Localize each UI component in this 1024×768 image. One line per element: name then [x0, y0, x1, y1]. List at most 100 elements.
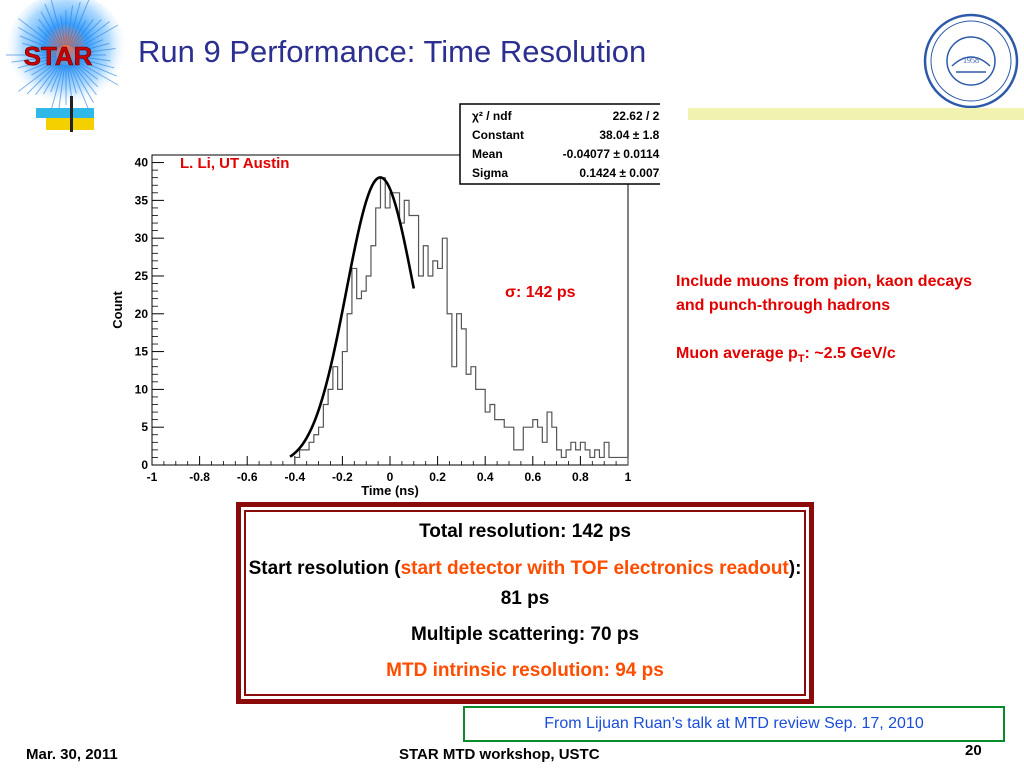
footer-event: STAR MTD workshop, USTC: [399, 746, 600, 763]
y-axis-label: Count: [110, 291, 125, 329]
logo-ray: [75, 57, 115, 69]
university-seal-logo: 1958: [923, 13, 1019, 109]
logo-ray: [26, 49, 57, 55]
stats-label: χ² / ndf: [472, 109, 513, 123]
summary-start-post: ): 81 ps: [500, 558, 802, 609]
page-number: 20: [965, 742, 982, 759]
x-tick-label: -0.8: [189, 470, 210, 484]
y-tick-label: 25: [135, 269, 149, 283]
logo-ray: [17, 57, 57, 69]
logo-ray: [70, 63, 94, 103]
logo-ray: [60, 15, 66, 46]
histogram-series: [294, 177, 629, 465]
logo-ray: [43, 63, 62, 95]
logo-ray: [38, 18, 61, 48]
x-tick-label: -0.2: [332, 470, 353, 484]
x-tick-label: -1: [147, 470, 158, 484]
notes-line-2-post: : ~2.5 GeV/c: [804, 345, 896, 362]
logo-ray: [75, 42, 110, 53]
summary-scattering: Multiple scattering: 70 ps: [410, 624, 640, 645]
logo-ray: [66, 5, 74, 46]
footer-date: Mar. 30, 2011: [26, 746, 118, 763]
author-annotation: L. Li, UT Austin: [180, 155, 289, 172]
logo-ray: [58, 64, 66, 110]
x-tick-label: 0.8: [572, 470, 589, 484]
logo-ray: [74, 24, 119, 51]
summary-start: Start resolution (start detector with TO…: [246, 554, 804, 614]
logo-ray: [75, 58, 118, 77]
x-tick-label: -0.6: [237, 470, 258, 484]
logo-ray: [35, 62, 61, 95]
logo-ray: [50, 0, 64, 46]
y-tick-label: 35: [135, 193, 149, 207]
y-tick-label: 15: [135, 345, 149, 359]
logo-ray: [73, 60, 99, 80]
logo-ray: [70, 20, 87, 47]
title-rule: [688, 108, 1024, 120]
logo-ray: [75, 55, 111, 62]
logo-ray: [18, 60, 59, 92]
x-tick-label: 0: [387, 470, 394, 484]
notes-line-2: Muon average pT: ~2.5 GeV/c: [676, 342, 996, 371]
summary-total: Total resolution: 142 ps: [419, 521, 631, 542]
logo-ray: [71, 18, 94, 48]
x-tick-label: 0.6: [524, 470, 541, 484]
logo-ray: [18, 18, 59, 50]
x-tick-label: -0.4: [284, 470, 305, 484]
logo-ray: [18, 27, 58, 51]
stats-label: Mean: [472, 147, 503, 161]
x-axis-label: Time (ns): [361, 483, 419, 498]
gaussian-fit-curve: [289, 176, 416, 458]
y-tick-label: 30: [135, 231, 149, 245]
source-citation: From Lijuan Ruan’s talk at MTD review Se…: [463, 706, 1005, 742]
logo-ray: [72, 19, 102, 49]
logo-ray: [11, 55, 57, 63]
logo-ray: [66, 64, 73, 100]
logo-ray: [72, 61, 99, 88]
x-tick-label: 1: [625, 470, 632, 484]
logo-ray: [44, 3, 63, 46]
stats-value: -0.04077 ± 0.01142: [563, 147, 660, 161]
logo-ray: [69, 64, 90, 111]
y-tick-label: 20: [135, 307, 149, 321]
notes-line-2-pre: Muon average p: [676, 345, 798, 362]
time-resolution-histogram: -1 -0.8 -0.6 -0.4 -0.2 0 0.2 0.4 0.6 0.8 1 0 5 10 15 2…: [110, 103, 660, 498]
stats-value: 38.04 ± 1.87: [599, 128, 660, 142]
logo-ray: [26, 61, 60, 95]
summary-start-pre: Start resolution (: [248, 558, 401, 579]
page-title: Run 9 Performance: Time Resolution: [138, 34, 647, 69]
notes-text: Include muons from pion, kaon decays and…: [676, 270, 996, 371]
sigma-annotation: σ: 142 ps: [505, 284, 576, 301]
stats-label: Constant: [472, 128, 524, 142]
y-tick-label: 0: [141, 458, 148, 472]
logo-ray: [37, 26, 60, 49]
logo-ray: [68, 1, 81, 46]
logo-ray: [75, 39, 104, 52]
logo-ray: [31, 59, 58, 76]
logo-ray: [68, 64, 77, 94]
star-logo-text: STAR: [24, 41, 93, 71]
seal-year: 1958: [963, 56, 979, 65]
summary-start-highlight: start detector with TOF electronics read…: [400, 558, 789, 579]
logo-ray: [73, 21, 110, 50]
stats-value: 0.1424 ± 0.0078: [579, 166, 660, 180]
notes-line-1: Include muons from pion, kaon decays and…: [676, 273, 973, 314]
logo-ray: [74, 59, 119, 86]
star-logo: STAR: [4, 0, 128, 132]
stats-label: Sigma: [472, 166, 508, 180]
x-tick-label: 0.2: [429, 470, 446, 484]
logo-ray: [24, 58, 57, 73]
y-tick-label: 5: [141, 420, 148, 434]
summary-intrinsic: MTD intrinsic resolution: 94 ps: [386, 660, 664, 681]
logo-ray: [22, 42, 57, 53]
logo-ray: [75, 47, 116, 55]
stats-box: χ² / ndf 22.62 / 22 Constant 38.04 ± 1.87 Me…: [459, 103, 660, 185]
logo-ray: [19, 35, 57, 52]
logo-ray: [50, 64, 63, 93]
stats-value: 22.62 / 22: [613, 109, 660, 123]
logo-ray: [69, 0, 90, 46]
y-tick-label: 40: [135, 156, 149, 170]
notes-line-2-sub: T: [797, 353, 805, 366]
resolution-summary-box: Total resolution: 142 ps Start resolutio…: [236, 502, 814, 704]
y-tick-label: 10: [135, 382, 149, 396]
